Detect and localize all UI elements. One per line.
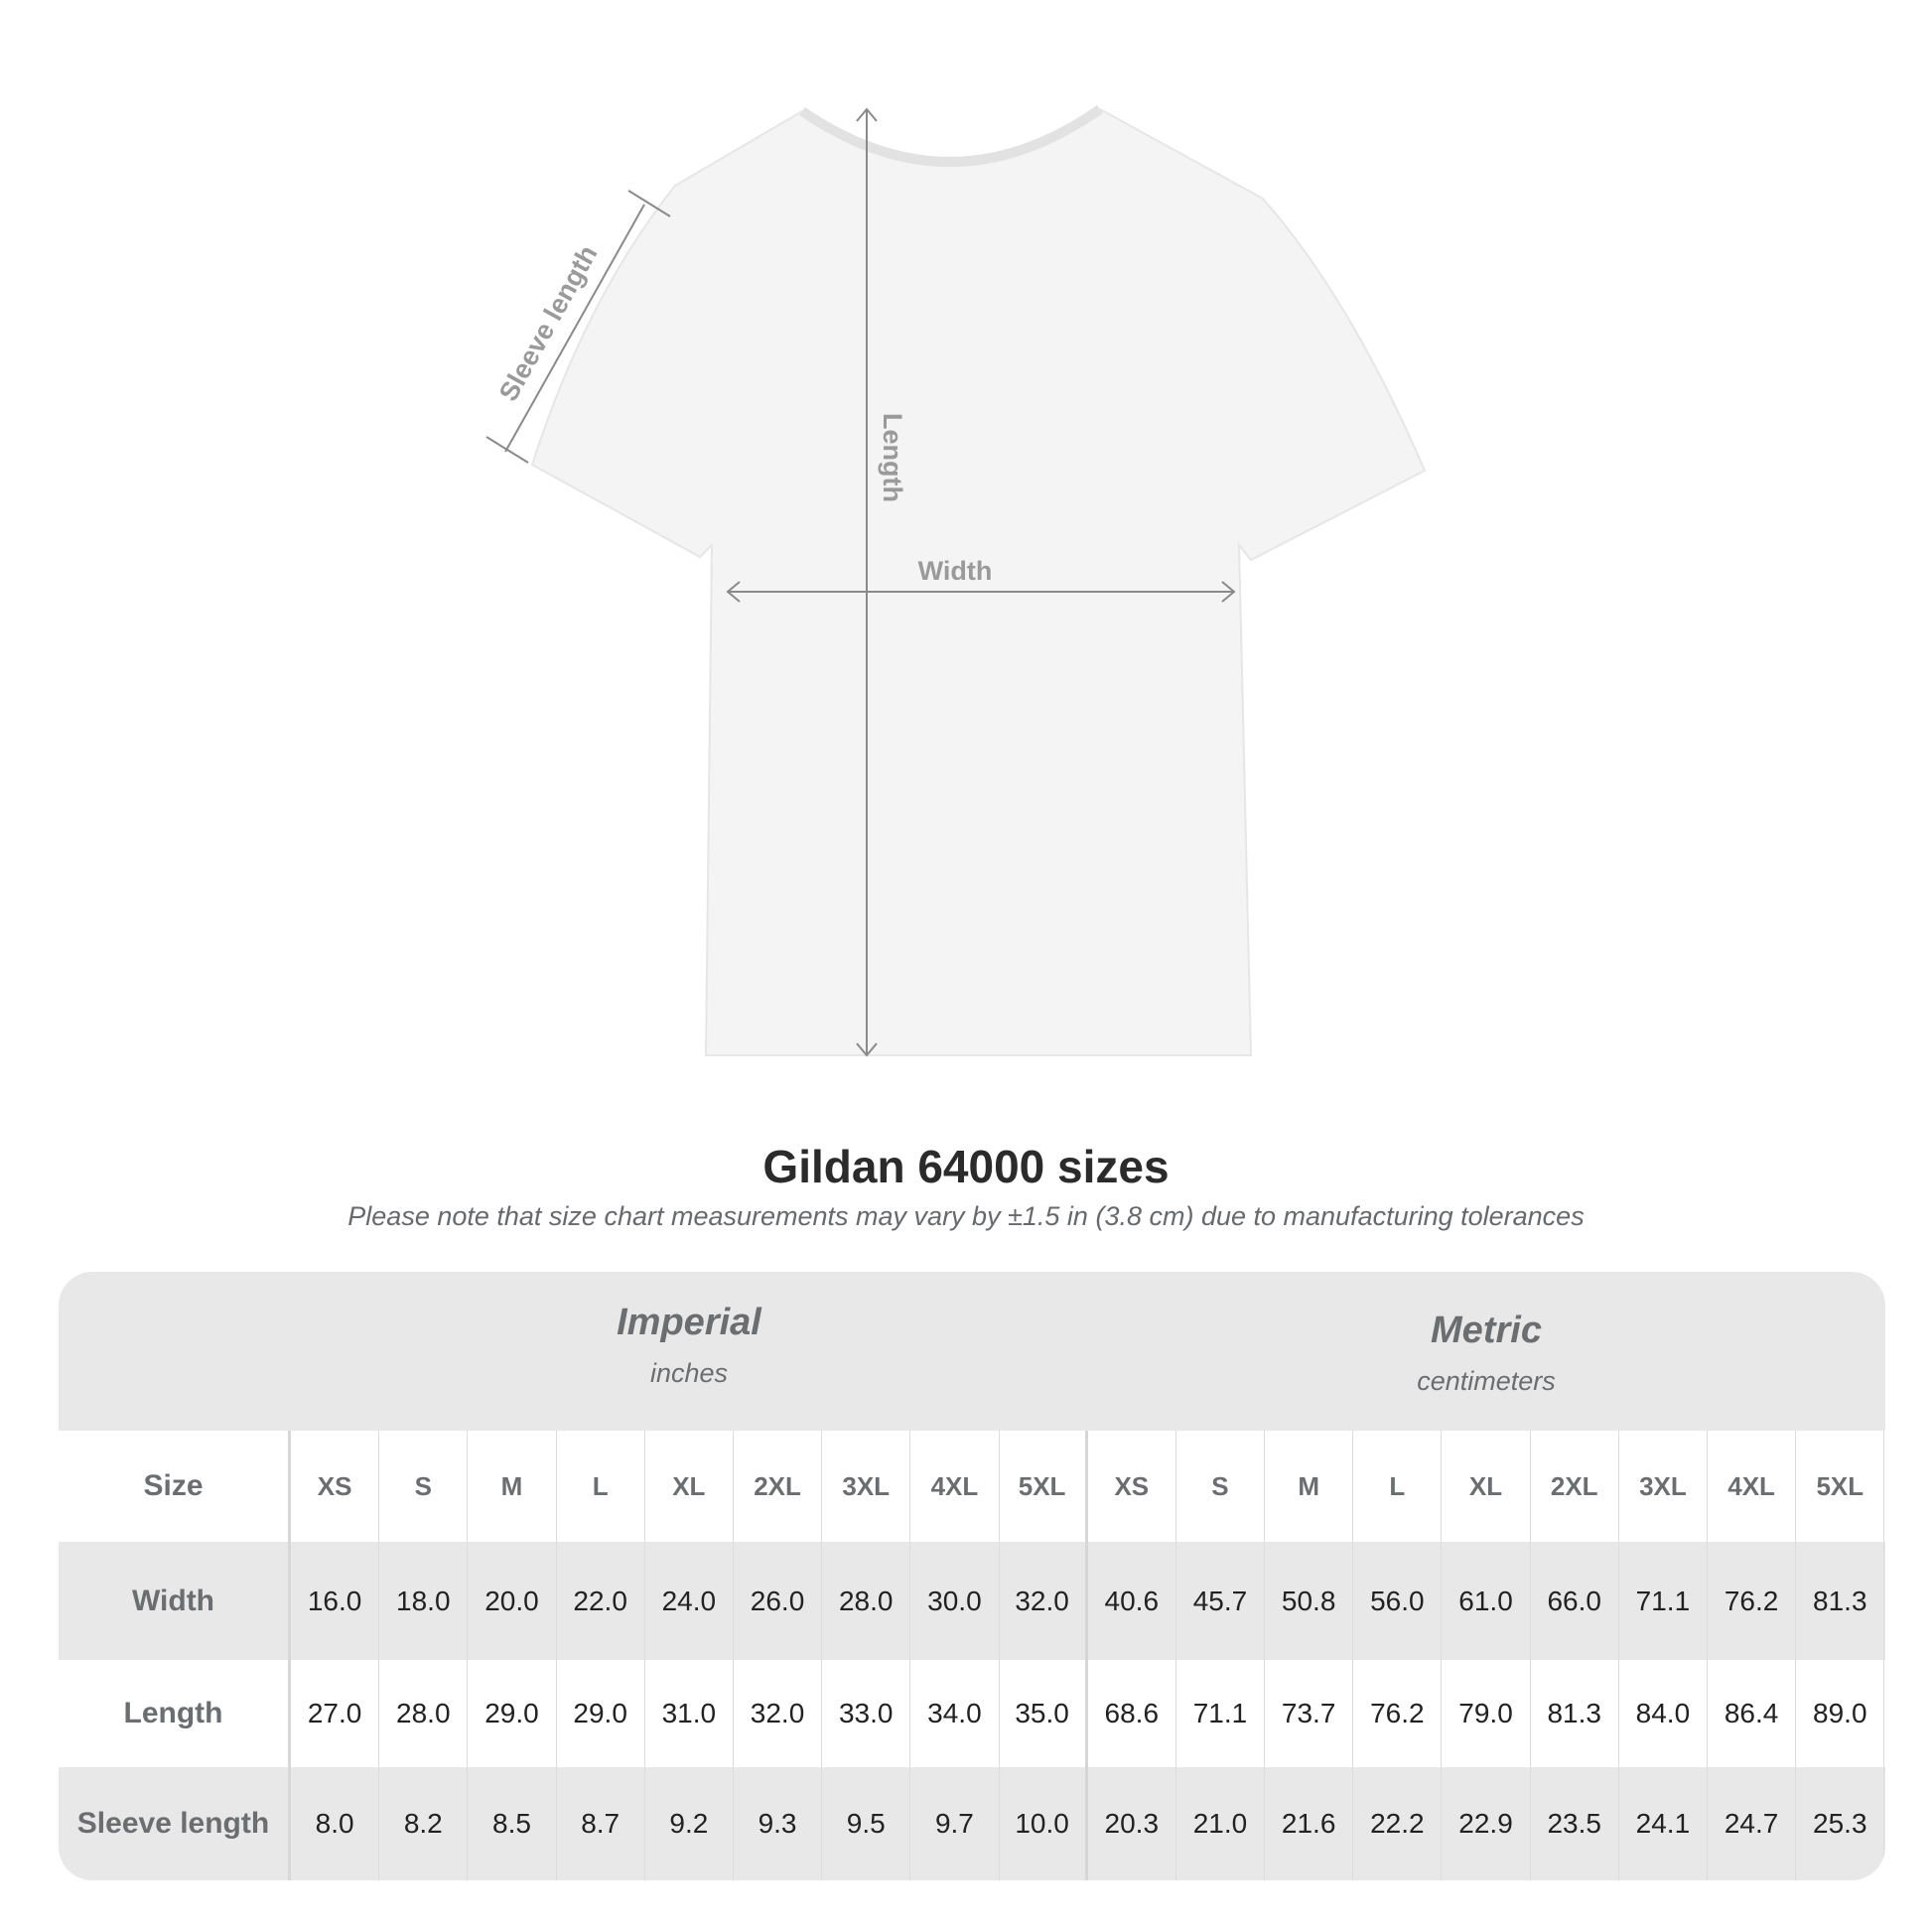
table-cell: 28.0 [822,1542,911,1660]
row-label: Sleeve length [59,1767,291,1880]
table-cell: 76.2 [1353,1660,1443,1767]
metric-title: Metric [1431,1310,1542,1351]
size-header-imperial-s: S [379,1431,469,1542]
table-cell: 9.7 [910,1767,1000,1880]
table-cell: 89.0 [1796,1660,1885,1767]
size-table: Imperial inches Metric centimeters Size X… [59,1272,1885,1880]
table-cell: 66.0 [1531,1542,1619,1660]
table-cell: 8.7 [557,1767,645,1880]
table-cell: 8.5 [468,1767,557,1880]
table-cell: 22.2 [1353,1767,1443,1880]
table-cell: 21.0 [1176,1767,1266,1880]
size-header-imperial-l: L [557,1431,645,1542]
tolerance-note: Please note that size chart measurements… [347,1201,1585,1231]
table-cell: 24.7 [1708,1767,1797,1880]
size-header-metric-5xl: 5XL [1796,1431,1885,1542]
size-header-imperial-xl: XL [645,1431,734,1542]
table-cell: 9.5 [822,1767,911,1880]
table-cell: 9.2 [645,1767,734,1880]
table-cell: 30.0 [910,1542,1000,1660]
size-header-metric-2xl: 2XL [1531,1431,1619,1542]
table-cell: 35.0 [1000,1660,1088,1767]
imperial-title: Imperial [617,1302,761,1343]
table-cell: 20.0 [468,1542,557,1660]
table-cell: 21.6 [1265,1767,1354,1880]
table-cell: 50.8 [1265,1542,1354,1660]
tshirt-diagram: Sleeve length Length Width [485,104,1427,1057]
table-row: Width 16.0 18.0 20.0 22.0 24.0 26.0 28.0 30.0 32.… [59,1542,1885,1660]
table-cell: 73.7 [1265,1660,1354,1767]
size-header-metric-xl: XL [1442,1431,1531,1542]
length-label: Length [878,413,907,502]
size-header-metric-4xl: 4XL [1708,1431,1797,1542]
table-cell: 16.0 [291,1542,380,1660]
table-cell: 33.0 [822,1660,911,1767]
size-header-imperial-5xl: 5XL [1000,1431,1088,1542]
table-cell: 71.1 [1176,1660,1266,1767]
table-cell: 23.5 [1531,1767,1619,1880]
table-cell: 86.4 [1708,1660,1797,1767]
table-cell: 32.0 [1000,1542,1088,1660]
table-cell: 81.3 [1796,1542,1885,1660]
table-cell: 26.0 [734,1542,823,1660]
table-cell: 34.0 [910,1660,1000,1767]
size-header-imperial-m: M [468,1431,557,1542]
table-cell: 22.0 [557,1542,645,1660]
sleeve-measure-line [504,204,645,453]
table-cell: 29.0 [468,1660,557,1767]
imperial-unit: inches [649,1358,729,1388]
table-cell: 31.0 [645,1660,734,1767]
table-cell: 61.0 [1442,1542,1531,1660]
size-header-metric-xs: XS [1088,1431,1176,1542]
table-cell: 22.9 [1442,1767,1531,1880]
table-row: Sleeve length 8.0 8.2 8.5 8.7 9.2 9.3 9.5 9.7 10.… [59,1767,1885,1880]
row-label: Length [59,1660,291,1767]
table-cell: 28.0 [379,1660,469,1767]
size-header-metric-s: S [1176,1431,1266,1542]
table-cell: 68.6 [1088,1660,1176,1767]
size-header-metric-3xl: 3XL [1619,1431,1708,1542]
table-cell: 81.3 [1531,1660,1619,1767]
size-header-label: Size [59,1431,291,1542]
table-cell: 56.0 [1353,1542,1443,1660]
table-cell: 29.0 [557,1660,645,1767]
table-cell: 79.0 [1442,1660,1531,1767]
table-row: Length 27.0 28.0 29.0 29.0 31.0 32.0 33.0 34.0 35… [59,1660,1885,1767]
table-cell: 76.2 [1708,1542,1797,1660]
page-title: Gildan 64000 sizes [762,1141,1170,1192]
table-cell: 18.0 [379,1542,469,1660]
table-cell: 84.0 [1619,1660,1708,1767]
row-label: Width [59,1542,291,1660]
table-cell: 8.0 [291,1767,380,1880]
table-cell: 20.3 [1088,1767,1176,1880]
size-header-imperial-2xl: 2XL [734,1431,823,1542]
table-cell: 32.0 [734,1660,823,1767]
size-header-metric-m: M [1265,1431,1354,1542]
table-cell: 27.0 [291,1660,380,1767]
table-cell: 45.7 [1176,1542,1266,1660]
table-cell: 10.0 [1000,1767,1088,1880]
metric-header: Metric centimeters [1087,1310,1885,1397]
size-header-imperial-4xl: 4XL [910,1431,1000,1542]
size-header-imperial-3xl: 3XL [822,1431,911,1542]
imperial-header: Imperial inches [291,1302,1087,1389]
metric-unit: centimeters [1417,1366,1556,1396]
table-cell: 40.6 [1088,1542,1176,1660]
unit-header: Imperial inches Metric centimeters [59,1272,1885,1431]
size-header-imperial-xs: XS [291,1431,380,1542]
size-header-metric-l: L [1353,1431,1443,1542]
table-cell: 24.0 [645,1542,734,1660]
table-cell: 25.3 [1796,1767,1885,1880]
table-cell: 24.1 [1619,1767,1708,1880]
size-row: Size XS S M L XL 2XL 3XL 4XL 5XL XS S M L XL 2XL 3XL 4XL 5… [59,1431,1885,1542]
width-label: Width [918,556,993,586]
table-cell: 9.3 [734,1767,823,1880]
table-cell: 71.1 [1619,1542,1708,1660]
table-cell: 8.2 [379,1767,469,1880]
